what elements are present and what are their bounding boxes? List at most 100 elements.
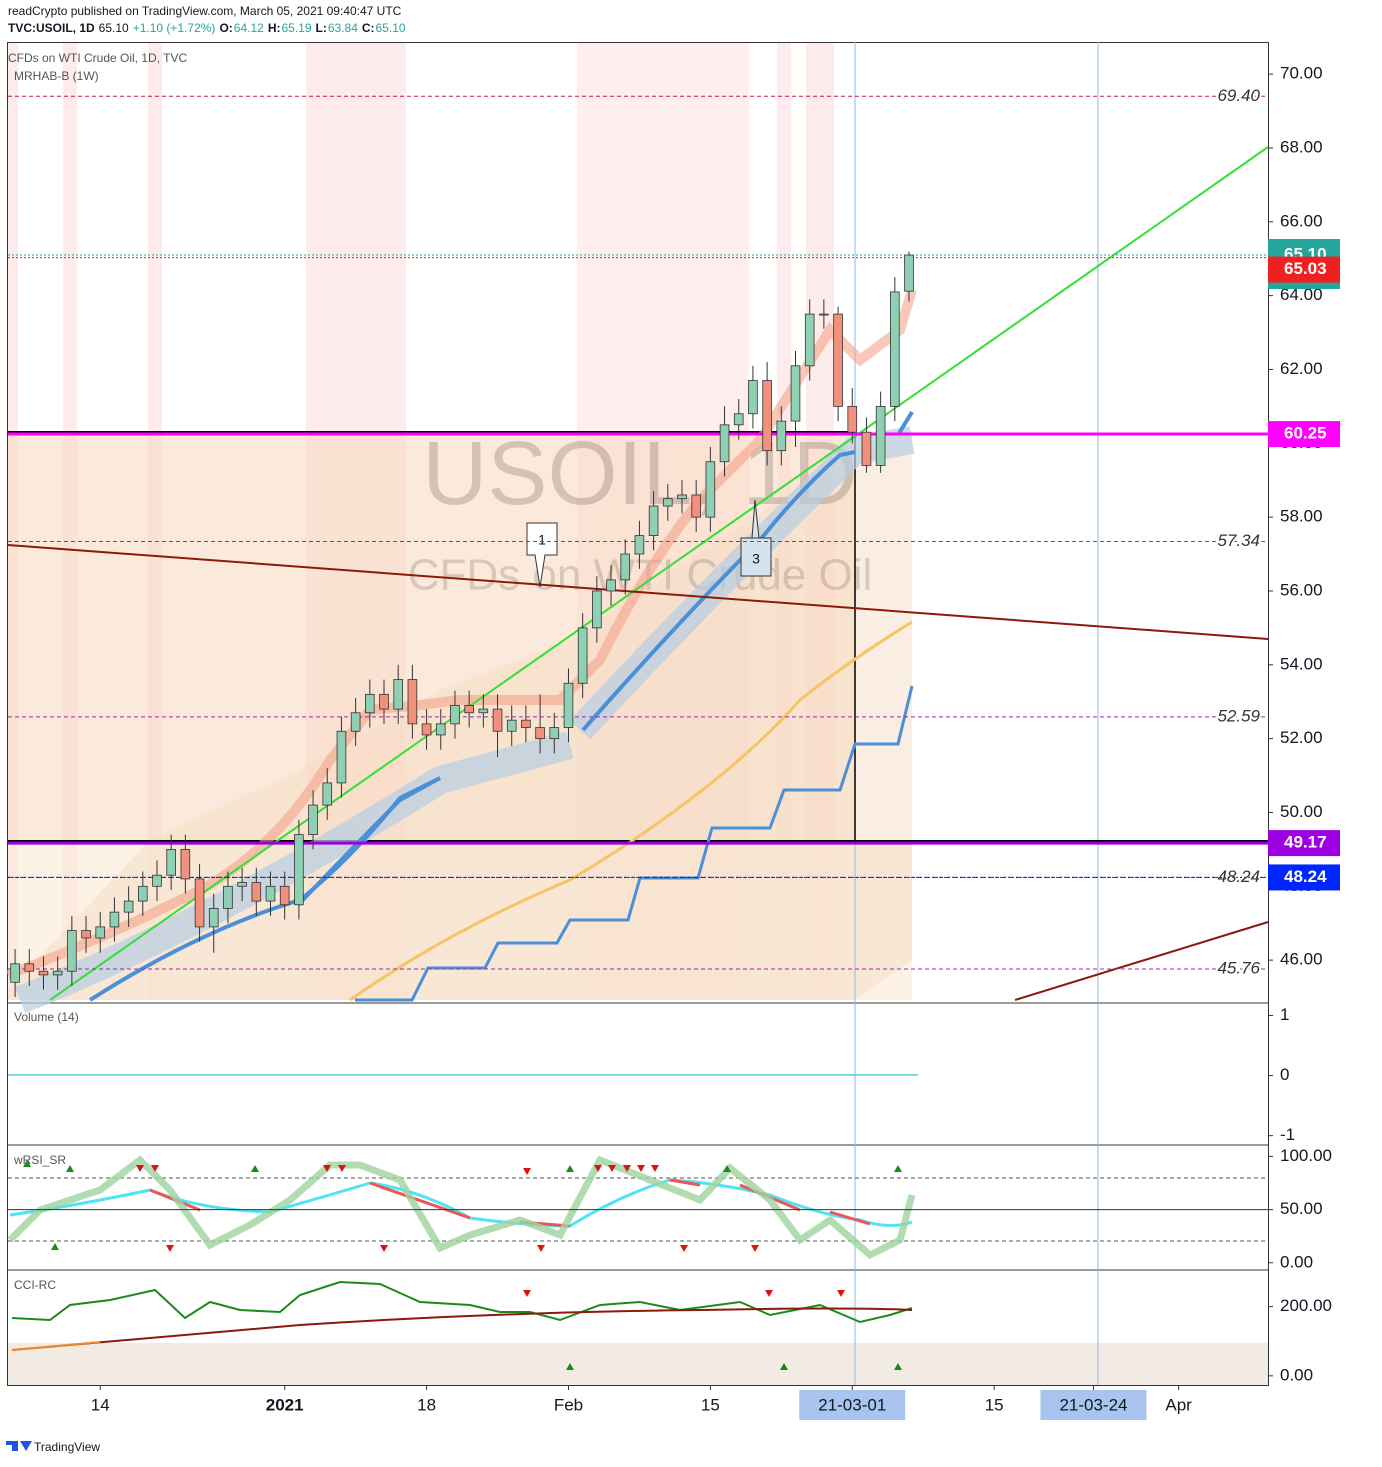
signal-arrow [66, 1165, 74, 1172]
signal-arrow [765, 1290, 773, 1297]
shading [8, 42, 1268, 1385]
candle-body [733, 413, 744, 426]
y-tick-label: 50.00 [1280, 802, 1323, 821]
signal-arrow [608, 1165, 616, 1172]
price-tag [1268, 830, 1340, 857]
candle-body [24, 963, 35, 972]
signal-arrow [380, 1245, 388, 1252]
candle-body [521, 719, 531, 728]
x-tick-label: Feb [554, 1395, 583, 1414]
signal-arrow [23, 1160, 31, 1167]
candle-body [577, 627, 588, 684]
y-tick-label: 58.00 [1280, 507, 1323, 526]
y-tick-label: 66.00 [1280, 211, 1323, 230]
candle-body [450, 705, 460, 725]
signal-arrow [523, 1290, 531, 1297]
signal-arrow [338, 1165, 346, 1172]
x-tick-highlight [799, 1390, 906, 1420]
header-text: +1.10 (+1.72%) [133, 21, 216, 35]
candle-body [109, 911, 120, 928]
candle-body [67, 930, 77, 972]
candle-body [365, 693, 375, 714]
header-label: C: [362, 21, 375, 35]
y-tick-label: 0.00 [1280, 1252, 1313, 1271]
candle-body [223, 885, 233, 909]
candle-body [180, 848, 191, 880]
pane-title: Volume (14) [14, 1010, 79, 1024]
price-tag-label: 49.17 [1284, 833, 1327, 852]
candle-body [379, 693, 389, 710]
header-label: L: [316, 21, 327, 35]
level-label: 45.76 [1217, 958, 1260, 977]
y-tick-label: 62.00 [1280, 359, 1323, 378]
header-text: 65.10 [376, 21, 406, 35]
x-tick-label: 18 [417, 1395, 436, 1414]
pane-title: wRSI_SR [13, 1153, 66, 1167]
candle-body [691, 494, 701, 518]
candle-body [606, 579, 616, 592]
x-tick-label: 15 [985, 1395, 1004, 1414]
y-tick-label: 50.00 [1280, 1199, 1323, 1218]
candle-body [819, 313, 829, 316]
candle-body [152, 874, 162, 887]
price-tag-label: 65.03 [1284, 259, 1327, 278]
y-tick-label: 68.00 [1280, 137, 1323, 156]
brand-logo [6, 1441, 32, 1451]
candle-body [875, 405, 886, 466]
level-label: 52.59 [1217, 706, 1260, 725]
y-tick-label: 56.00 [1280, 580, 1323, 599]
x-tick-label: 2021 [266, 1395, 304, 1414]
annotation: 3 [752, 551, 760, 567]
header-label: H: [268, 21, 281, 35]
signal-arrow [566, 1165, 574, 1172]
candle-body [776, 420, 787, 452]
candle-body [208, 908, 219, 928]
candle-body [705, 461, 716, 518]
x-tick-label: 14 [91, 1395, 110, 1414]
signal-arrow [51, 1243, 59, 1250]
signal-arrow [523, 1168, 531, 1175]
candle-body [904, 254, 914, 292]
candle-body [10, 963, 20, 983]
signal-arrow [151, 1165, 159, 1172]
signal-arrow [894, 1165, 902, 1172]
candle-body [294, 834, 304, 906]
candle-body [237, 882, 247, 887]
candle-body [279, 885, 290, 906]
header-text: 65.19 [281, 21, 311, 35]
level-label: 48.24 [1217, 867, 1260, 886]
candle-body [563, 682, 574, 728]
x-tick-label: 15 [701, 1395, 720, 1414]
candle-body [662, 498, 673, 507]
publisher: readCrypto published on TradingView.com,… [8, 4, 402, 18]
candle-body [38, 970, 49, 976]
candle-body [890, 291, 900, 407]
signal-arrow [780, 1363, 788, 1370]
signal-arrow [680, 1245, 688, 1252]
x-tick-highlight [1040, 1390, 1147, 1420]
header-text: 65.10 [99, 21, 129, 35]
y-tick-label: 0 [1280, 1065, 1289, 1084]
candle-body [322, 782, 333, 806]
candle-body [421, 723, 432, 736]
candle-body [350, 712, 361, 732]
candle-body [435, 723, 446, 736]
candle-body [549, 727, 560, 740]
annotation-callouts [526, 499, 772, 588]
candle-body [634, 535, 645, 555]
chart-title: CFDs on WTI Crude Oil, 1D, TVC [8, 51, 187, 65]
candle-body [123, 900, 134, 913]
signal-arrow [723, 1165, 731, 1172]
candle-body [52, 970, 63, 976]
pane-title: CCI-RC [14, 1278, 56, 1292]
y-tick-label: 1 [1280, 1005, 1289, 1024]
y-tick-label: 0.00 [1280, 1365, 1313, 1384]
signal-arrow [251, 1165, 259, 1172]
signal-arrow [651, 1165, 659, 1172]
signal-arrow [623, 1165, 631, 1172]
candle-body [762, 380, 772, 452]
signal-arrow [594, 1165, 602, 1172]
candle-body [95, 926, 106, 939]
frames [7, 42, 1269, 1386]
y-tick-label: 52.00 [1280, 728, 1323, 747]
